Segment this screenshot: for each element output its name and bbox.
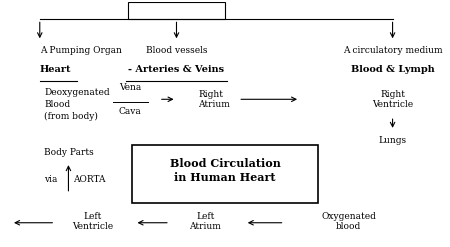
Text: Left
Ventricle: Left Ventricle xyxy=(72,212,113,231)
Text: Lungs: Lungs xyxy=(378,136,407,145)
Text: AORTA: AORTA xyxy=(73,175,105,184)
Text: Cava: Cava xyxy=(119,106,142,116)
Text: Vena: Vena xyxy=(119,83,141,92)
Text: Blood & Lymph: Blood & Lymph xyxy=(351,65,434,74)
Text: via: via xyxy=(44,175,58,184)
Text: - Arteries & Veins: - Arteries & Veins xyxy=(128,65,225,74)
Text: Body Parts: Body Parts xyxy=(44,148,94,157)
Text: Deoxygenated
Blood
(from body): Deoxygenated Blood (from body) xyxy=(44,88,110,121)
Text: A circulatory medium: A circulatory medium xyxy=(343,46,442,55)
Text: Right
Atrium: Right Atrium xyxy=(198,90,230,109)
Text: Left
Atrium: Left Atrium xyxy=(189,212,221,231)
Text: Heart: Heart xyxy=(40,65,71,74)
Text: Oxygenated
blood: Oxygenated blood xyxy=(321,212,376,231)
FancyBboxPatch shape xyxy=(132,145,318,203)
Text: Blood vessels: Blood vessels xyxy=(146,46,207,55)
Text: in Human Heart: in Human Heart xyxy=(174,172,276,184)
FancyBboxPatch shape xyxy=(128,2,225,20)
Text: A Pumping Organ: A Pumping Organ xyxy=(40,46,122,55)
Text: Blood Circulation: Blood Circulation xyxy=(170,158,280,169)
Text: Right
Ventricle: Right Ventricle xyxy=(372,90,413,109)
